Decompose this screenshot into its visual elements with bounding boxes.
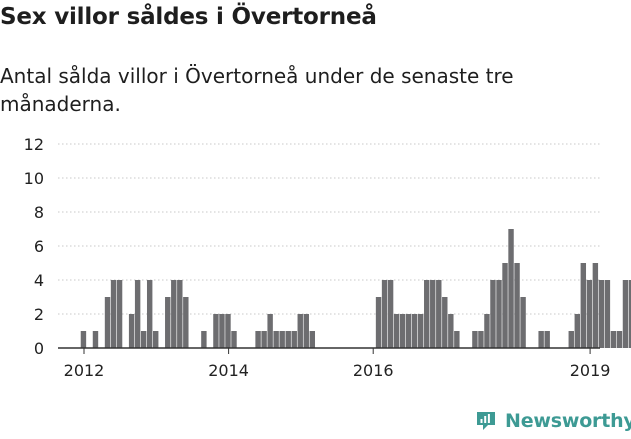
bar — [538, 331, 544, 348]
bar — [568, 331, 574, 348]
newsworthy-logo: Newsworthy — [475, 407, 631, 435]
bar — [472, 331, 478, 348]
bar — [140, 331, 147, 348]
x-tick-label: 2019 — [570, 361, 611, 380]
page-subtitle: Antal sålda villor i Övertorneå under de… — [0, 64, 514, 116]
bar — [484, 314, 490, 348]
bar — [387, 280, 394, 348]
bar — [399, 314, 406, 348]
newsworthy-logo-text: Newsworthy — [505, 410, 631, 432]
bar — [628, 280, 631, 348]
bar — [520, 297, 526, 348]
bar — [436, 280, 442, 348]
bar — [448, 314, 454, 348]
bar — [442, 297, 448, 348]
bar — [219, 314, 225, 348]
bar — [514, 263, 520, 348]
bar — [610, 331, 617, 348]
x-tick-label: 2016 — [353, 361, 394, 380]
bar — [490, 280, 496, 348]
bar — [297, 314, 303, 348]
bar — [375, 297, 382, 348]
bar — [291, 331, 297, 348]
bar — [273, 331, 279, 348]
bar — [255, 331, 261, 348]
page-title: Sex villor såldes i Övertorneå — [0, 4, 377, 30]
bar — [604, 280, 611, 348]
bar — [128, 314, 135, 348]
bar — [622, 280, 629, 348]
bar — [502, 263, 508, 348]
bar — [134, 280, 141, 348]
bar — [309, 331, 316, 348]
x-tick-label: 2012 — [64, 361, 105, 380]
bar — [586, 280, 593, 348]
bar — [478, 331, 484, 348]
newsworthy-chart-icon — [477, 412, 495, 430]
bar — [171, 280, 177, 348]
bar — [454, 331, 460, 348]
y-tick-label: 10 — [24, 169, 44, 188]
bar — [616, 331, 623, 348]
bar — [580, 263, 587, 348]
bar-chart: 02468101220122014201620192021202320256 — [24, 135, 631, 380]
y-tick-label: 4 — [34, 271, 44, 290]
bar — [592, 263, 599, 348]
bar — [544, 331, 550, 348]
bar — [104, 297, 111, 348]
bar — [285, 331, 291, 348]
bar — [213, 314, 219, 348]
bar — [393, 314, 400, 348]
bar — [177, 280, 183, 348]
bar — [146, 280, 153, 348]
y-tick-label: 2 — [34, 305, 44, 324]
bar — [261, 331, 267, 348]
bar — [303, 314, 309, 348]
bar — [116, 280, 123, 348]
bar — [153, 331, 159, 348]
bar — [267, 314, 273, 348]
y-tick-label: 6 — [34, 237, 44, 256]
bar — [225, 314, 231, 348]
y-tick-label: 12 — [24, 135, 44, 154]
bar — [279, 331, 285, 348]
bar — [430, 280, 436, 348]
bar — [381, 280, 388, 348]
bar — [110, 280, 117, 348]
bar — [496, 280, 502, 348]
bar — [424, 280, 430, 348]
bar — [411, 314, 418, 348]
bar — [405, 314, 412, 348]
x-tick-label: 2014 — [208, 361, 249, 380]
bar — [231, 331, 237, 348]
bar — [183, 297, 189, 348]
y-tick-label: 8 — [34, 203, 44, 222]
axis-layer: 02468101220122014201620192021202320256 — [24, 135, 611, 380]
bar-layer — [80, 229, 631, 348]
bar — [80, 331, 87, 348]
y-tick-label: 0 — [34, 339, 44, 358]
bar — [92, 331, 99, 348]
bar — [165, 297, 171, 348]
bar — [598, 280, 605, 348]
bar — [574, 314, 580, 348]
bar — [201, 331, 207, 348]
bar — [508, 229, 514, 348]
bar — [417, 314, 424, 348]
